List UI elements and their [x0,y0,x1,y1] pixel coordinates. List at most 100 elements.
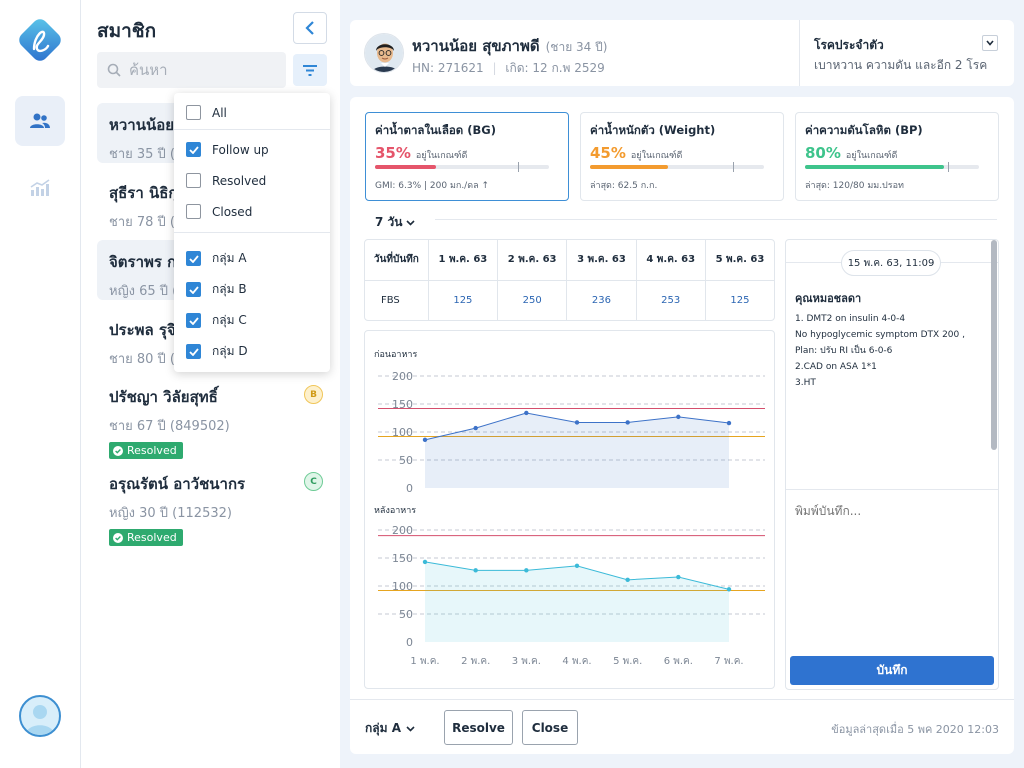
search-input[interactable] [129,61,279,79]
patient-hn: HN: 271621 [412,61,484,75]
patient-dob: เกิด: 12 ก.พ 2529 [505,61,605,75]
checkbox-checked[interactable] [186,142,201,157]
y-tick-label: 150 [392,552,413,565]
notes-scrollbar[interactable] [991,240,997,450]
data-point [524,410,529,416]
note-line: Plan: ปรับ RI เป็น 6-0-6 [795,346,893,356]
resolved-badge: Resolved [109,529,183,546]
chart-title: หลังอาหาร [374,506,416,516]
series-area [425,561,729,642]
member-item[interactable]: ปรัชญา วิลัยสุทธิ์ ชาย 67 ปี (849502) Re… [97,375,323,459]
table-row-label: FBS [365,280,429,320]
patient-photo [364,33,404,73]
member-list-title: สมาชิก [97,20,157,42]
patient-age: (ชาย 34 ปี) [545,40,608,54]
chevron-down-icon [986,40,994,46]
group-select-label: กลุ่ม A [365,721,401,735]
metric-title: ค่าน้ำหนักตัว (Weight) [590,123,716,137]
metric-target-tick [948,162,949,172]
checkbox-checked[interactable] [186,282,201,297]
note-body: 1. DMT2 on insulin 4-0-4 No hypoglycemic… [795,311,965,391]
save-note-button[interactable]: บันทึก [790,656,994,685]
disease-expand-button[interactable] [982,35,998,51]
resolve-button[interactable]: Resolve [444,710,513,745]
member-name: อรุณรัตน์ อาวัชนากร [109,475,246,493]
metric-card-weight[interactable]: ค่าน้ำหนักตัว (Weight) 45% อยู่ในเกณฑ์ดี … [580,112,784,201]
filter-option-label: กลุ่ม D [212,344,248,358]
note-input[interactable] [795,504,985,518]
check-icon [188,145,199,154]
divider [174,232,330,233]
table-cell: 125 [730,294,750,306]
filter-option-closed[interactable]: Closed [186,204,252,219]
member-details: ชาย 67 ปี (849502) [109,419,230,434]
divider [435,219,997,220]
table-header-date: 3 พ.ค. 63 [566,240,637,281]
check-icon [188,254,199,263]
filter-option-label: Closed [212,204,253,219]
range-select[interactable]: 7 วัน [375,213,416,232]
filter-option-all[interactable]: All [186,105,227,120]
filter-option-group-c[interactable]: กลุ่ม C [186,311,247,330]
metric-title: ค่าน้ำตาลในเลือด (BG) [375,123,496,137]
x-tick-label: 7 พ.ค. [714,656,743,667]
x-tick-label: 6 พ.ค. [664,656,693,667]
filter-option-label: กลุ่ม A [212,251,247,265]
filter-option-group-d[interactable]: กลุ่ม D [186,342,248,361]
filter-option-group-a[interactable]: กลุ่ม A [186,249,247,268]
app-logo[interactable] [15,15,65,65]
filter-option-label: Follow up [212,142,269,157]
table-header-date: 4 พ.ค. 63 [636,240,706,281]
metric-card-bp[interactable]: ค่าความดันโลหิต (BP) 80% อยู่ในเกณฑ์ดี ล่… [795,112,999,201]
nav-members[interactable] [15,96,65,146]
users-icon [30,113,50,128]
search-box [97,52,286,88]
main-panel: ค่าน้ำตาลในเลือด (BG) 35% อยู่ในเกณฑ์ดี G… [350,97,1014,754]
table-cell: 125 [428,280,499,320]
check-icon [188,316,199,325]
filter-option-resolved[interactable]: Resolved [186,173,266,188]
checkbox[interactable] [186,105,201,120]
range-label: 7 วัน [375,215,403,229]
data-point [422,559,428,565]
data-point [726,420,732,426]
check-icon [188,285,199,294]
chevron-down-icon [406,725,415,732]
filter-option-label: All [212,105,227,120]
checkbox-checked[interactable] [186,313,201,328]
y-tick-label: 50 [399,454,413,467]
close-button[interactable]: Close [522,710,578,745]
user-avatar[interactable] [19,695,61,737]
metric-footnote: ล่าสุด: 120/80 มม.ปรอท [805,181,904,191]
glucose-charts: ก่อนอาหาร 0 50 100 150 200 หลังอาหาร 0 50 100 150 2… [364,330,775,689]
y-tick-label: 200 [392,524,413,537]
last-updated: ข้อมูลล่าสุดเมื่อ 5 พค 2020 12:03 [831,723,999,736]
filter-button[interactable] [293,54,327,86]
collapse-panel-button[interactable] [293,12,327,44]
bar-chart-icon [30,179,50,196]
patient-name: หวานน้อย สุขภาพดี [412,37,540,55]
x-tick-label: 3 พ.ค. [512,656,541,667]
checkbox-checked[interactable] [186,251,201,266]
metric-progress-fill [805,165,945,169]
check-circle-icon [113,445,123,456]
metric-card-bg[interactable]: ค่าน้ำตาลในเลือด (BG) 35% อยู่ในเกณฑ์ดี G… [365,112,569,201]
checkbox[interactable] [186,204,201,219]
group-select[interactable]: กลุ่ม A [365,719,415,738]
member-item[interactable]: อรุณรัตน์ อาวัชนากร หญิง 30 ปี (112532) … [97,462,323,546]
notes-panel: 15 พ.ค. 63, 11:09 คุณหมอชลดา 1. DMT2 on … [785,239,999,690]
nav-reports[interactable] [15,163,65,213]
fbs-table: วันที่บันทึก 1 พ.ค. 63 2 พ.ค. 63 3 พ.ค. … [364,239,775,321]
x-tick-label: 4 พ.ค. [562,656,591,667]
metric-percent: 35% [375,144,411,162]
patient-avatar-icon [365,34,403,72]
metric-status: อยู่ในเกณฑ์ดี [845,151,898,161]
check-circle-icon [113,532,123,543]
filter-option-group-b[interactable]: กลุ่ม B [186,280,247,299]
metric-target-tick [733,162,734,172]
patient-header: หวานน้อย สุขภาพดี (ชาย 34 ปี) HN: 271621 … [350,20,1014,86]
filter-option-follow-up[interactable]: Follow up [186,142,269,157]
divider [174,129,330,130]
checkbox-checked[interactable] [186,344,201,359]
checkbox[interactable] [186,173,201,188]
